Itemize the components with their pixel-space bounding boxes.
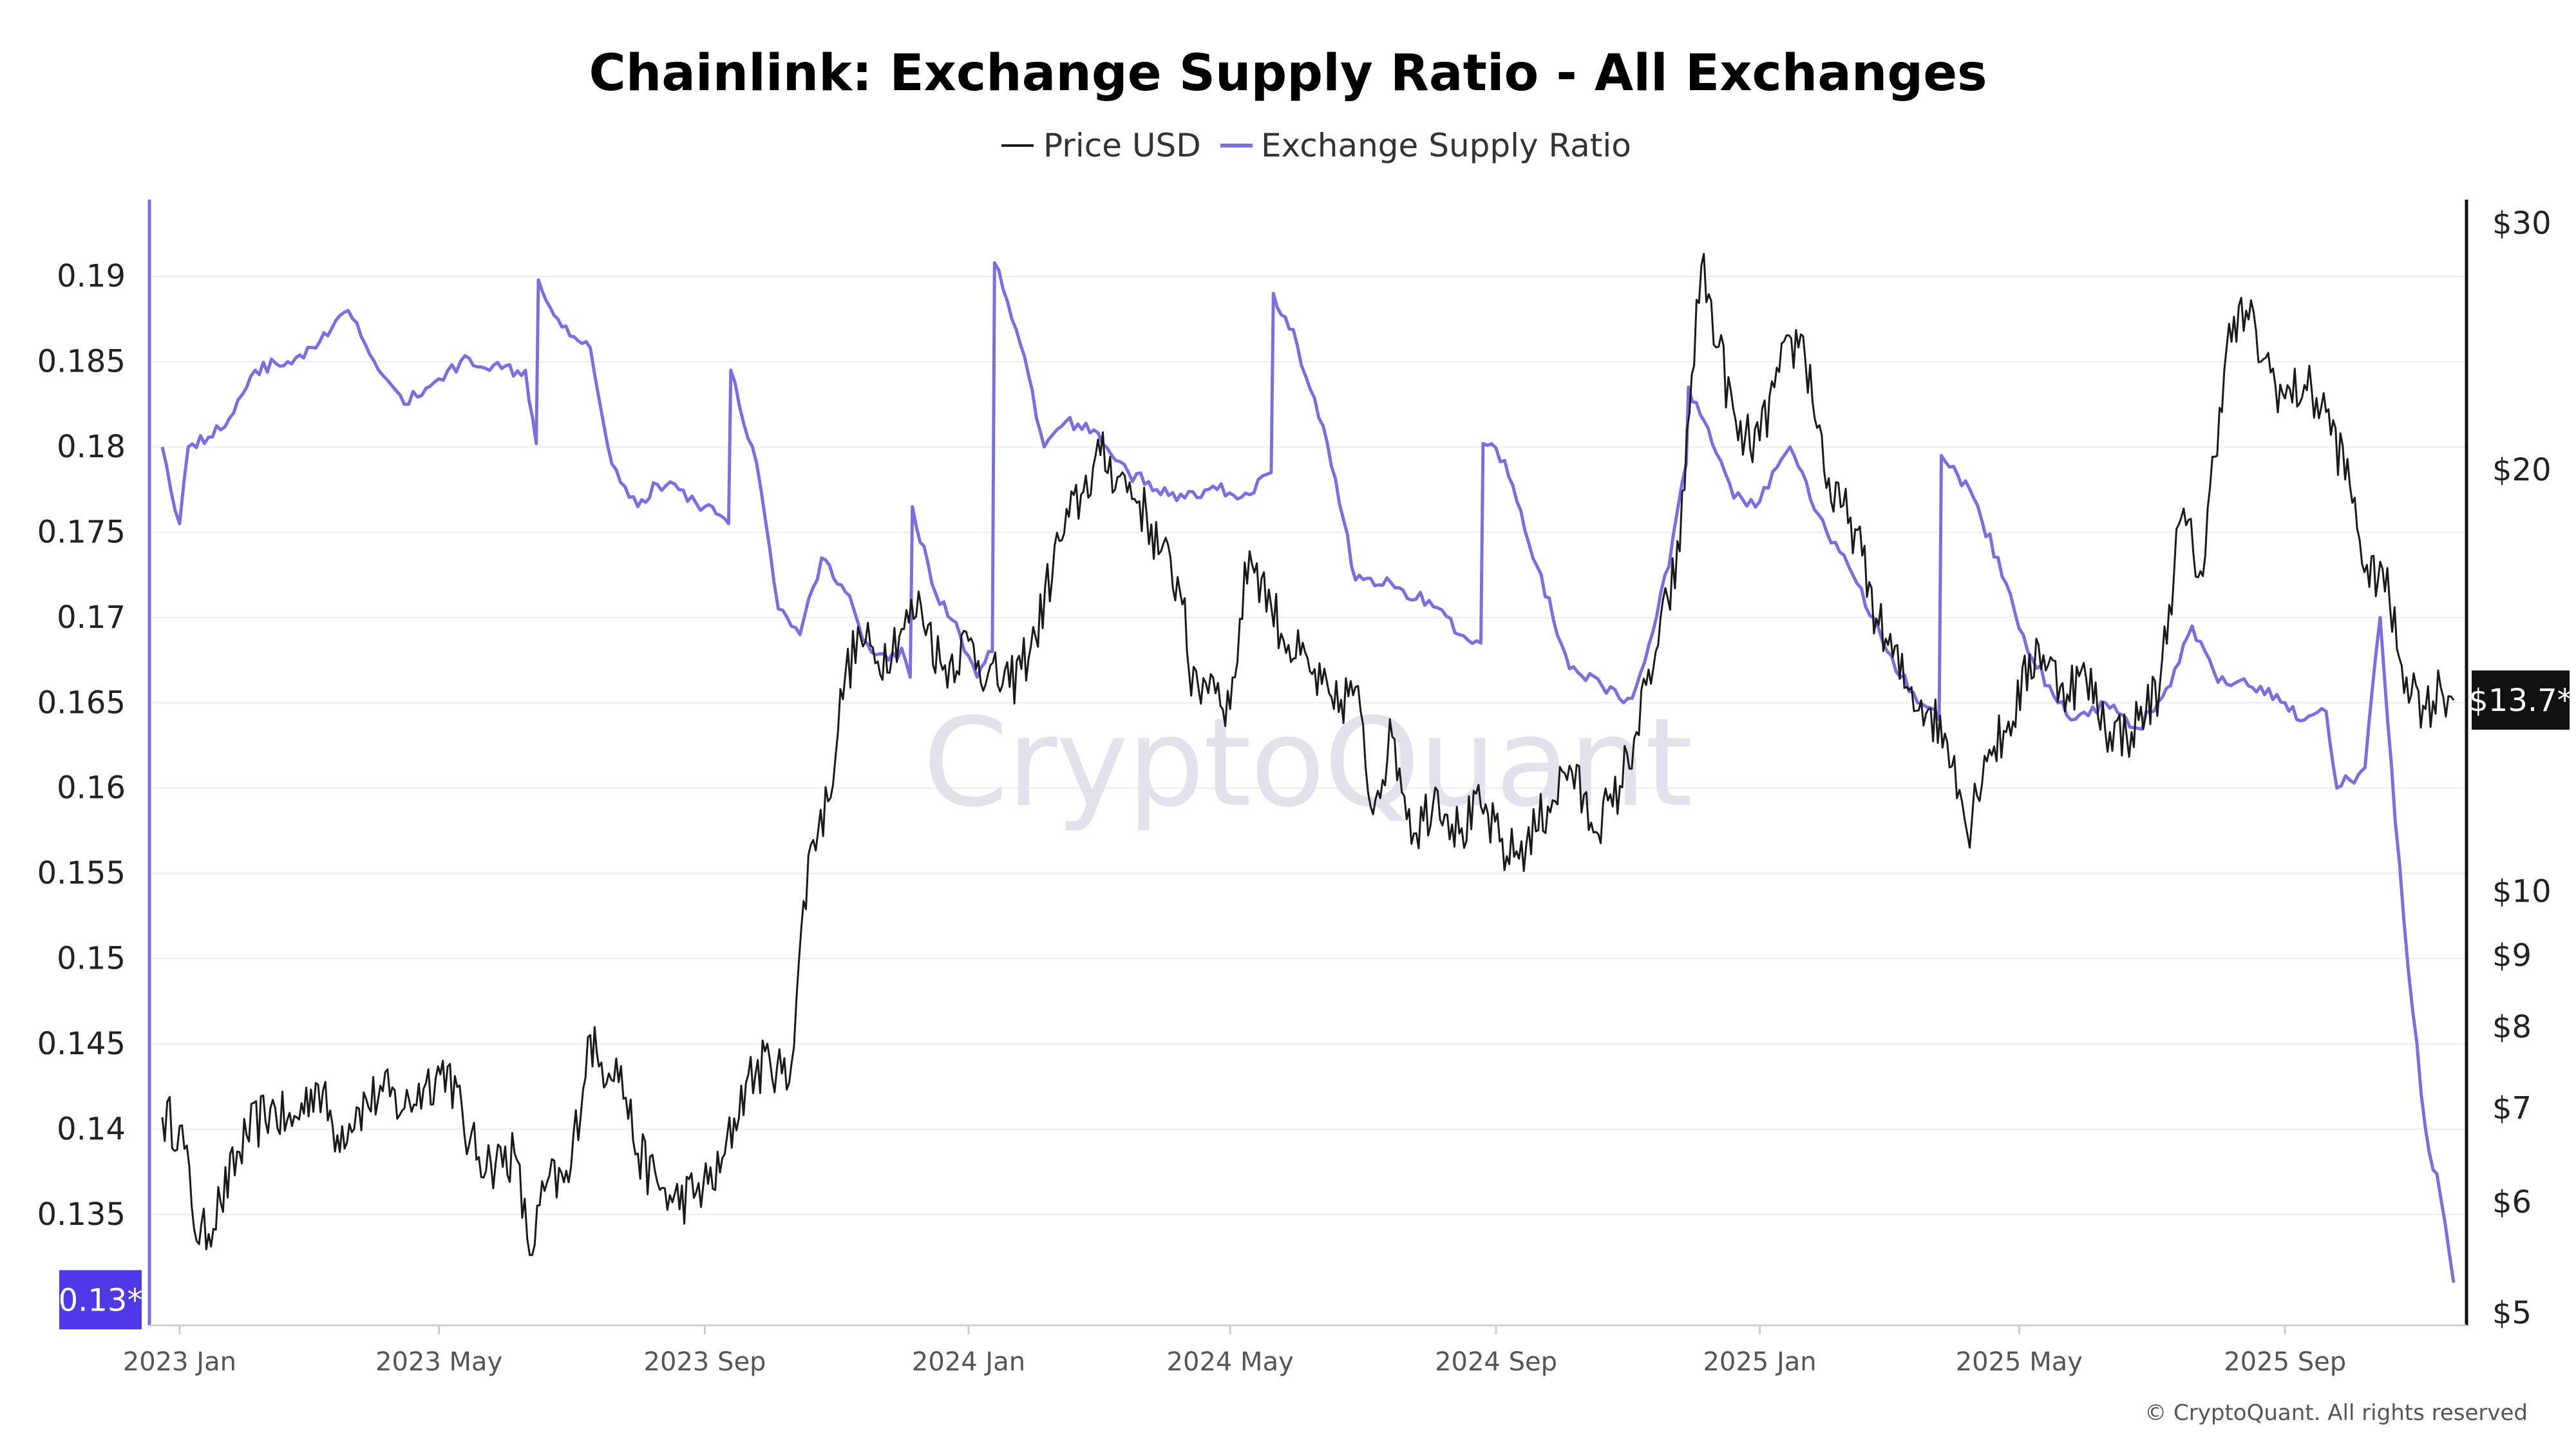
- left-axis-ticks: 0.135 0.14 0.145 0.15 0.155 0.16 0.165 0.17 0.17…: [37, 258, 126, 1233]
- right-axis-ticks: $5 $6 $7 $8 $9 $10 $20 $30: [2492, 205, 2552, 1331]
- left-tick-label: 0.14: [57, 1111, 126, 1147]
- x-tick-label: 2024 Jan: [912, 1347, 1025, 1377]
- right-tick-label: $8: [2492, 1009, 2532, 1045]
- current-price-label: $13.7*: [2468, 683, 2572, 719]
- left-tick-label: 0.155: [37, 855, 126, 891]
- right-tick-label: $9: [2492, 938, 2532, 974]
- left-tick-label: 0.17: [57, 600, 126, 636]
- current-ratio-label: 0.13*: [59, 1282, 143, 1318]
- right-tick-label: $20: [2492, 452, 2552, 488]
- watermark: CryptoQuant: [923, 692, 1692, 834]
- left-tick-label: 0.19: [57, 258, 126, 294]
- x-axis-ticks: 2023 Jan 2023 May 2023 Sep 2024 Jan 2024 May…: [123, 1325, 2346, 1377]
- left-tick-label: 0.145: [37, 1026, 126, 1062]
- gridlines: [149, 276, 2467, 1215]
- legend-price-label: Price USD: [1043, 127, 1201, 164]
- left-tick-label: 0.16: [57, 770, 126, 806]
- left-tick-label: 0.165: [37, 685, 126, 721]
- x-tick-label: 2023 May: [375, 1347, 502, 1377]
- current-price-badge-box: [2472, 670, 2570, 730]
- current-ratio-badge-box: [59, 1270, 142, 1330]
- right-tick-label: $7: [2492, 1090, 2532, 1126]
- right-tick-label: $30: [2492, 205, 2552, 242]
- right-tick-label: $6: [2492, 1184, 2532, 1220]
- left-tick-label: 0.18: [57, 429, 126, 465]
- x-tick-label: 2024 May: [1167, 1347, 1294, 1377]
- left-tick-label: 0.175: [37, 514, 126, 550]
- chart-title: Chainlink: Exchange Supply Ratio - All E…: [589, 44, 1987, 102]
- x-tick-label: 2023 Sep: [644, 1347, 766, 1377]
- legend: Price USD Exchange Supply Ratio: [1001, 127, 1631, 164]
- x-tick-label: 2024 Sep: [1435, 1347, 1557, 1377]
- x-tick-label: 2023 Jan: [123, 1347, 236, 1377]
- copyright-notice: © CryptoQuant. All rights reserved: [2145, 1400, 2528, 1426]
- current-price-badge: $13.7*: [2468, 670, 2573, 730]
- legend-ratio-label: Exchange Supply Ratio: [1261, 127, 1631, 164]
- x-tick-label: 2025 Jan: [1703, 1347, 1816, 1377]
- current-ratio-badge: 0.13*: [59, 1270, 143, 1330]
- x-tick-label: 2025 May: [1956, 1347, 2083, 1377]
- left-tick-label: 0.135: [37, 1197, 126, 1233]
- right-tick-label: $5: [2492, 1295, 2532, 1331]
- left-tick-label: 0.15: [57, 941, 126, 977]
- series-exchange-supply-ratio-line: [160, 261, 2456, 1283]
- right-tick-label: $10: [2492, 873, 2552, 909]
- x-tick-label: 2025 Sep: [2224, 1347, 2346, 1377]
- series-price-usd-line: [161, 252, 2455, 1256]
- left-tick-label: 0.185: [37, 344, 126, 380]
